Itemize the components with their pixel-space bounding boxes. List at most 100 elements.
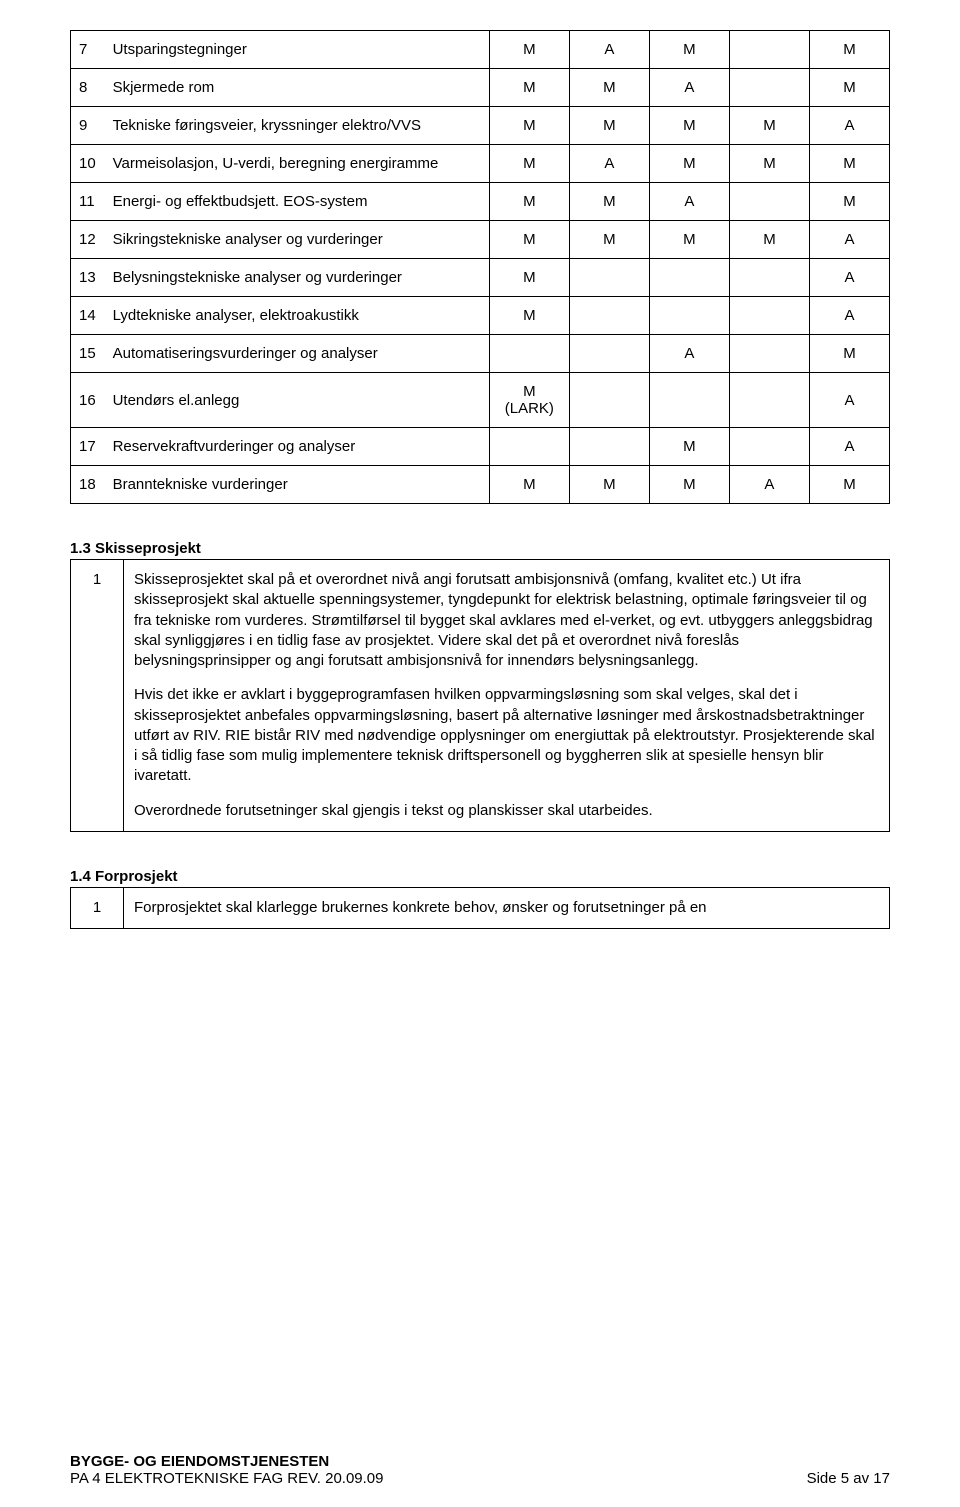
matrix-cell: A bbox=[649, 335, 729, 373]
matrix-cell bbox=[569, 259, 649, 297]
row-desc: Branntekniske vurderinger bbox=[113, 466, 490, 504]
matrix-cell: M bbox=[489, 221, 569, 259]
section-13-rownum: 1 bbox=[71, 560, 124, 832]
table-row: 7UtsparingstegningerMAMM bbox=[71, 31, 890, 69]
matrix-cell: M bbox=[809, 69, 889, 107]
matrix-cell bbox=[729, 69, 809, 107]
matrix-cell bbox=[569, 373, 649, 428]
matrix-cell: M bbox=[729, 107, 809, 145]
table-row: 12Sikringstekniske analyser og vurdering… bbox=[71, 221, 890, 259]
table-row: 15Automatiseringsvurderinger og analyser… bbox=[71, 335, 890, 373]
matrix-cell: M bbox=[489, 259, 569, 297]
row-desc: Skjermede rom bbox=[113, 69, 490, 107]
page-footer: BYGGE- OG EIENDOMSTJENESTEN PA 4 ELEKTRO… bbox=[70, 1453, 890, 1487]
matrix-cell: M bbox=[489, 297, 569, 335]
matrix-cell: M bbox=[489, 183, 569, 221]
section-13-para: Hvis det ikke er avklart i byggeprogramf… bbox=[134, 685, 879, 786]
section-14-title: 1.4 Forprosjekt bbox=[70, 868, 890, 885]
table-row: 8Skjermede romMMAM bbox=[71, 69, 890, 107]
matrix-cell: M bbox=[649, 31, 729, 69]
matrix-cell bbox=[729, 335, 809, 373]
row-desc: Varmeisolasjon, U-verdi, beregning energ… bbox=[113, 145, 490, 183]
matrix-cell bbox=[489, 428, 569, 466]
matrix-cell: A bbox=[809, 259, 889, 297]
row-desc: Lydtekniske analyser, elektroakustikk bbox=[113, 297, 490, 335]
row-number: 10 bbox=[71, 145, 113, 183]
row-desc: Reservekraftvurderinger og analyser bbox=[113, 428, 490, 466]
row-number: 9 bbox=[71, 107, 113, 145]
row-number: 8 bbox=[71, 69, 113, 107]
matrix-cell: M bbox=[569, 183, 649, 221]
matrix-cell bbox=[729, 31, 809, 69]
matrix-cell bbox=[649, 259, 729, 297]
matrix-cell bbox=[569, 297, 649, 335]
row-number: 15 bbox=[71, 335, 113, 373]
row-number: 11 bbox=[71, 183, 113, 221]
row-number: 7 bbox=[71, 31, 113, 69]
matrix-cell bbox=[489, 335, 569, 373]
section-14-text: Forprosjektet skal klarlegge brukernes k… bbox=[124, 887, 890, 928]
section-14-table: 1 Forprosjektet skal klarlegge brukernes… bbox=[70, 887, 890, 929]
section-13-para: Skisseprosjektet skal på et overordnet n… bbox=[134, 570, 879, 671]
matrix-cell: A bbox=[569, 145, 649, 183]
table-row: 10Varmeisolasjon, U-verdi, beregning ene… bbox=[71, 145, 890, 183]
matrix-cell: M bbox=[569, 466, 649, 504]
matrix-cell: M bbox=[489, 145, 569, 183]
matrix-cell bbox=[729, 259, 809, 297]
matrix-cell: M bbox=[569, 221, 649, 259]
row-number: 13 bbox=[71, 259, 113, 297]
matrix-cell: M bbox=[489, 69, 569, 107]
section-13-table: 1 Skisseprosjektet skal på et overordnet… bbox=[70, 559, 890, 832]
footer-docref: PA 4 ELEKTROTEKNISKE FAG REV. 20.09.09 bbox=[70, 1470, 383, 1487]
row-desc: Belysningstekniske analyser og vurdering… bbox=[113, 259, 490, 297]
matrix-cell: M bbox=[649, 145, 729, 183]
matrix-cell: M bbox=[809, 145, 889, 183]
row-desc: Sikringstekniske analyser og vurderinger bbox=[113, 221, 490, 259]
section-13-title: 1.3 Skisseprosjekt bbox=[70, 540, 890, 557]
row-number: 16 bbox=[71, 373, 113, 428]
matrix-cell: A bbox=[809, 107, 889, 145]
matrix-cell: M bbox=[649, 221, 729, 259]
matrix-table: 7UtsparingstegningerMAMM8Skjermede romMM… bbox=[70, 30, 890, 504]
table-row: 13Belysningstekniske analyser og vurderi… bbox=[71, 259, 890, 297]
matrix-cell bbox=[649, 297, 729, 335]
matrix-cell: A bbox=[809, 221, 889, 259]
matrix-cell bbox=[729, 297, 809, 335]
matrix-cell: A bbox=[649, 69, 729, 107]
row-desc: Tekniske føringsveier, kryssninger elekt… bbox=[113, 107, 490, 145]
matrix-cell bbox=[649, 373, 729, 428]
table-row: 18Branntekniske vurderingerMMMAM bbox=[71, 466, 890, 504]
matrix-cell: M bbox=[809, 31, 889, 69]
matrix-cell: M (LARK) bbox=[489, 373, 569, 428]
section-14-rownum: 1 bbox=[71, 887, 124, 928]
section-13-para: Overordnede forutsetninger skal gjengis … bbox=[134, 801, 879, 821]
matrix-cell: M bbox=[569, 69, 649, 107]
matrix-cell: M bbox=[729, 221, 809, 259]
matrix-cell bbox=[569, 335, 649, 373]
matrix-cell: M bbox=[649, 428, 729, 466]
matrix-cell: A bbox=[809, 428, 889, 466]
matrix-cell: M bbox=[489, 466, 569, 504]
row-desc: Energi- og effektbudsjett. EOS-system bbox=[113, 183, 490, 221]
row-number: 12 bbox=[71, 221, 113, 259]
matrix-cell: A bbox=[809, 297, 889, 335]
matrix-cell: M bbox=[489, 31, 569, 69]
matrix-cell: M bbox=[809, 466, 889, 504]
matrix-cell: M bbox=[809, 335, 889, 373]
matrix-cell bbox=[729, 428, 809, 466]
matrix-cell: M bbox=[489, 107, 569, 145]
matrix-cell bbox=[569, 428, 649, 466]
table-row: 9Tekniske føringsveier, kryssninger elek… bbox=[71, 107, 890, 145]
table-row: 14Lydtekniske analyser, elektroakustikkM… bbox=[71, 297, 890, 335]
row-number: 14 bbox=[71, 297, 113, 335]
matrix-cell: M bbox=[649, 107, 729, 145]
table-row: 11Energi- og effektbudsjett. EOS-systemM… bbox=[71, 183, 890, 221]
matrix-cell: M bbox=[569, 107, 649, 145]
row-number: 17 bbox=[71, 428, 113, 466]
row-number: 18 bbox=[71, 466, 113, 504]
matrix-cell: A bbox=[729, 466, 809, 504]
matrix-cell bbox=[729, 183, 809, 221]
matrix-cell: A bbox=[649, 183, 729, 221]
matrix-cell: M bbox=[809, 183, 889, 221]
footer-org: BYGGE- OG EIENDOMSTJENESTEN bbox=[70, 1453, 890, 1470]
